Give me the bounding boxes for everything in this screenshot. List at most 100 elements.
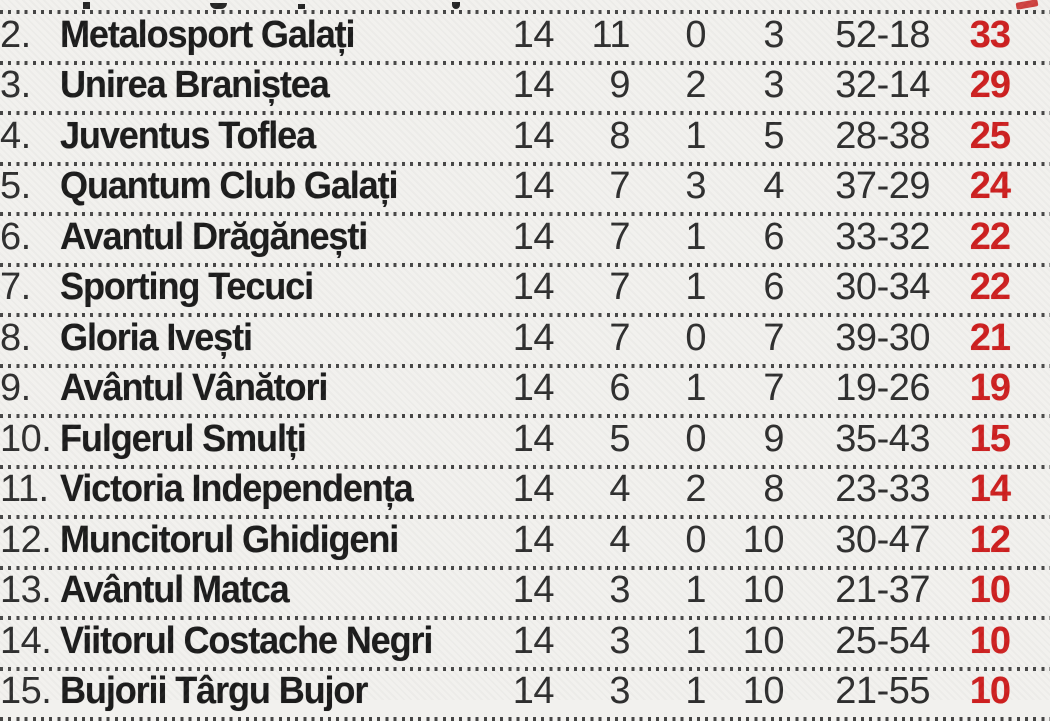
matches-drawn: 1 (685, 569, 706, 612)
dotted-separator (0, 363, 1050, 368)
dotted-separator (0, 313, 1050, 317)
team-name: Viitorul Costache Negri (60, 619, 433, 662)
table-row: 3. Unirea Braniștea 14 9 2 3 32-14 29 (0, 65, 1050, 112)
matches-played: 14 (512, 114, 555, 157)
team-name: Avântul Vânători (60, 367, 328, 410)
table-row: 4. Juventus Toflea 14 8 1 5 28-38 25 (0, 115, 1050, 162)
clipped-top-row (0, 0, 1050, 10)
matches-won: 7 (609, 266, 630, 309)
goals-for-against: 21-37 (835, 569, 930, 612)
dotted-separator (0, 414, 1050, 418)
table-row: 11. Victoria Independența 14 4 2 8 23-33… (0, 469, 1050, 516)
matches-lost: 10 (742, 569, 785, 612)
matches-played: 14 (512, 468, 555, 511)
matches-drawn: 1 (685, 670, 706, 713)
table-row: 15. Bujorii Târgu Bujor 14 3 1 10 21-55 … (0, 671, 1050, 718)
table-row: 14. Viitorul Costache Negri 14 3 1 10 25… (0, 620, 1050, 667)
matches-drawn: 2 (685, 468, 706, 511)
table-row: 8. Gloria Ivești 14 7 0 7 39-30 21 (0, 317, 1050, 364)
matches-played: 14 (512, 266, 555, 309)
goals-for-against: 33-32 (835, 215, 930, 258)
row-position: 7. (0, 266, 31, 309)
matches-lost: 10 (742, 619, 785, 662)
team-name: Avantul Drăgănești (60, 215, 368, 258)
dotted-separator (0, 262, 1050, 267)
matches-lost: 5 (763, 114, 784, 157)
points-value: 10 (969, 619, 1011, 662)
points-value: 22 (969, 266, 1011, 309)
matches-lost: 9 (763, 417, 784, 460)
team-name: Bujorii Târgu Bujor (60, 670, 368, 713)
league-table-rows: 2. Metalosport Galați 14 11 0 3 52-18 33… (0, 14, 1050, 721)
team-name: Quantum Club Galați (60, 165, 398, 208)
dotted-separator (0, 212, 1050, 216)
row-position: 15. (0, 670, 52, 713)
matches-played: 14 (512, 64, 555, 107)
matches-lost: 8 (763, 468, 784, 511)
matches-drawn: 1 (685, 619, 706, 662)
matches-played: 14 (512, 619, 555, 662)
goals-for-against: 30-47 (835, 518, 930, 561)
points-value: 15 (969, 417, 1011, 460)
matches-won: 11 (591, 13, 631, 56)
team-name: Gloria Ivești (60, 316, 253, 359)
goals-for-against: 23-33 (835, 468, 930, 511)
team-name: Unirea Braniștea (60, 64, 330, 107)
row-position: 4. (0, 114, 31, 157)
points-value: 21 (969, 316, 1011, 359)
matches-lost: 3 (763, 64, 784, 107)
goals-for-against: 52-18 (835, 13, 930, 56)
matches-played: 14 (512, 670, 555, 713)
glyph-fragment (83, 2, 90, 9)
matches-played: 14 (512, 518, 555, 561)
row-position: 6. (0, 215, 31, 258)
matches-drawn: 2 (685, 64, 706, 107)
points-value: 14 (969, 468, 1011, 511)
matches-drawn: 1 (685, 114, 706, 157)
matches-won: 6 (609, 367, 630, 410)
goals-for-against: 28-38 (835, 114, 930, 157)
row-position: 14. (0, 619, 52, 662)
points-value: 22 (969, 215, 1011, 258)
team-name: Muncitorul Ghidigeni (60, 518, 399, 561)
table-row: 2. Metalosport Galați 14 11 0 3 52-18 33 (0, 14, 1050, 61)
glyph-fragment (452, 2, 460, 9)
matches-drawn: 0 (685, 316, 706, 359)
matches-drawn: 3 (685, 165, 706, 208)
matches-won: 3 (609, 619, 630, 662)
dotted-separator (0, 60, 1050, 65)
dotted-separator (0, 666, 1050, 671)
matches-lost: 6 (763, 215, 784, 258)
goals-for-against: 19-26 (835, 367, 930, 410)
table-row: 5. Quantum Club Galați 14 7 3 4 37-29 24 (0, 166, 1050, 213)
row-position: 12. (0, 518, 52, 561)
goals-for-against: 37-29 (835, 165, 930, 208)
points-value: 10 (969, 569, 1011, 612)
points-value: 19 (969, 367, 1011, 410)
row-position: 5. (0, 165, 31, 208)
row-position: 9. (0, 367, 31, 410)
matches-played: 14 (512, 316, 555, 359)
dotted-separator (0, 717, 1050, 721)
matches-drawn: 0 (685, 417, 706, 460)
matches-drawn: 1 (685, 367, 706, 410)
goals-for-against: 32-14 (835, 64, 930, 107)
matches-played: 14 (512, 165, 555, 208)
row-position: 8. (0, 316, 31, 359)
dotted-separator (0, 616, 1050, 620)
matches-drawn: 1 (685, 266, 706, 309)
matches-won: 5 (609, 417, 630, 460)
points-value: 24 (969, 165, 1011, 208)
goals-for-against: 35-43 (835, 417, 930, 460)
table-row: 10. Fulgerul Smulți 14 5 0 9 35-43 15 (0, 418, 1050, 465)
matches-played: 14 (512, 367, 555, 410)
row-position: 3. (0, 64, 31, 107)
row-position: 11. (0, 468, 49, 511)
dotted-separator (0, 161, 1050, 166)
matches-played: 14 (512, 215, 555, 258)
table-row: 6. Avantul Drăgănești 14 7 1 6 33-32 22 (0, 216, 1050, 263)
matches-lost: 4 (763, 165, 784, 208)
matches-played: 14 (512, 569, 555, 612)
matches-won: 7 (609, 215, 630, 258)
